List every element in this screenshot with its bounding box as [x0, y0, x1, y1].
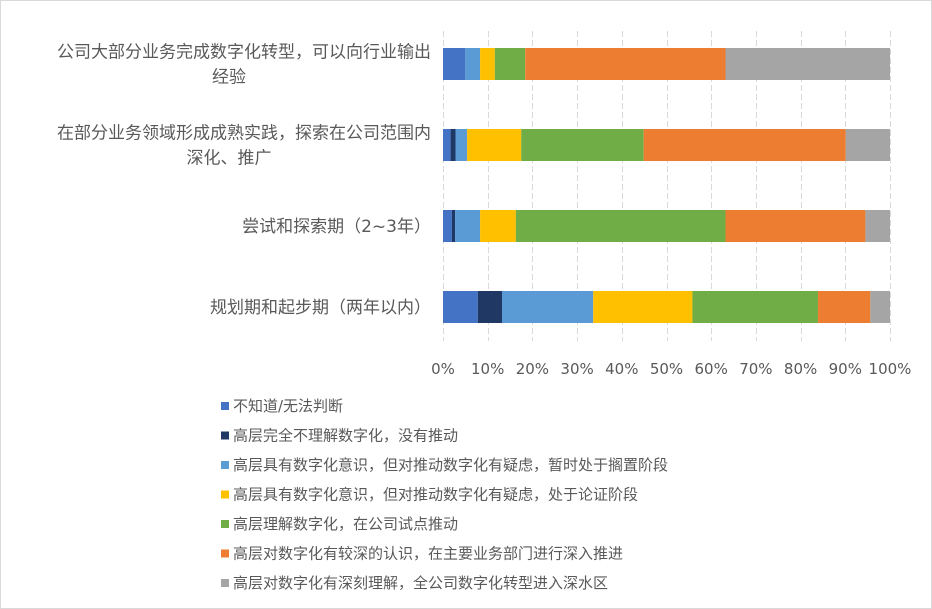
category-label-0-line-0: 公司大部分业务完成数字化转型，可以向行业输出 — [57, 43, 431, 63]
bar-segment-c1-s5 — [643, 129, 846, 161]
category-label-1-line-1: 深化、推广 — [187, 149, 272, 169]
bars — [443, 48, 890, 323]
legend-swatch-4 — [221, 520, 229, 528]
legend-item-2: 高层具有数字化意识，但对推动数字化有疑虑，暂时处于搁置阶段 — [221, 456, 668, 474]
legend-item-0: 不知道/无法判断 — [221, 397, 343, 415]
x-tick-label-1: 10% — [471, 360, 504, 378]
bar-segment-c3-s6 — [870, 291, 890, 323]
bar-segment-c0-s3 — [480, 48, 495, 80]
category-labels: 公司大部分业务完成数字化转型，可以向行业输出经验在部分业务领域形成成熟实践，探索… — [57, 43, 431, 319]
bar-segment-c2-s0 — [443, 210, 452, 242]
category-label-2-line-0: 尝试和探索期（2~3年） — [242, 217, 431, 237]
bar-segment-c1-s2 — [455, 129, 468, 161]
x-tick-label-8: 80% — [784, 360, 817, 378]
x-tick-label-3: 30% — [560, 360, 593, 378]
legend-item-5: 高层对数字化有较深的认识，在主要业务部门进行深入推进 — [221, 545, 623, 563]
legend-item-3: 高层具有数字化意识，但对推动数字化有疑虑，处于论证阶段 — [221, 486, 638, 504]
legend-label-0: 不知道/无法判断 — [233, 397, 343, 415]
legend-swatch-1 — [221, 431, 229, 440]
bar-segment-c2-s5 — [725, 210, 866, 242]
category-label-0-line-1: 经验 — [212, 68, 246, 88]
x-tick-label-6: 60% — [695, 360, 728, 378]
bar-segment-c1-s1 — [450, 129, 456, 161]
x-tick-label-4: 40% — [605, 360, 638, 378]
legend-label-3: 高层具有数字化意识，但对推动数字化有疑虑，处于论证阶段 — [233, 486, 638, 504]
bar-segment-c0-s4 — [494, 48, 526, 80]
bar-segment-c2-s4 — [515, 210, 726, 242]
legend-swatch-0 — [221, 402, 229, 410]
x-tick-label-7: 70% — [739, 360, 772, 378]
category-label-1-line-0: 在部分业务领域形成成熟实践，探索在公司范围内 — [57, 123, 431, 144]
bar-segment-c1-s6 — [845, 129, 890, 161]
legend-label-6: 高层对数字化有深刻理解，全公司数字化转型进入深水区 — [233, 574, 608, 592]
legend-label-1: 高层完全不理解数字化，没有推动 — [233, 427, 458, 445]
legend-swatch-6 — [221, 579, 229, 587]
bar-segment-c3-s1 — [477, 291, 503, 323]
bar-segment-c2-s1 — [451, 210, 456, 242]
legend-item-4: 高层理解数字化，在公司试点推动 — [221, 515, 458, 533]
gridlines — [443, 31, 891, 341]
x-axis-tick-labels: 0% 10% 20% 30% 40% 50% 60% 70% 80% 90% 100% — [431, 360, 911, 378]
legend-label-2: 高层具有数字化意识，但对推动数字化有疑虑，暂时处于搁置阶段 — [233, 456, 668, 474]
x-tick-label-2: 20% — [516, 360, 549, 378]
bar-segment-c0-s0 — [443, 48, 466, 80]
bar-segment-c3-s5 — [818, 291, 871, 323]
bar-segment-c3-s0 — [443, 291, 478, 323]
bar-segment-c0-s5 — [525, 48, 726, 80]
legend-swatch-3 — [221, 490, 229, 499]
legend-swatch-2 — [221, 461, 229, 469]
category-label-3-line-0: 规划期和起步期（两年以内） — [210, 298, 431, 318]
legend: 不知道/无法判断高层完全不理解数字化，没有推动高层具有数字化意识，但对推动数字化… — [221, 397, 668, 592]
bar-segment-c2-s6 — [865, 210, 890, 242]
bar-segment-c3-s3 — [593, 291, 693, 323]
x-tick-label-0: 0% — [431, 360, 455, 378]
bar-segment-c1-s0 — [443, 129, 451, 161]
x-tick-label-10: 100% — [869, 360, 912, 378]
legend-label-4: 高层理解数字化，在公司试点推动 — [233, 515, 458, 533]
bar-segment-c0-s2 — [465, 48, 481, 80]
x-tick-label-5: 50% — [650, 360, 683, 378]
bar-segment-c1-s3 — [467, 129, 522, 161]
bar-segment-c3-s2 — [502, 291, 594, 323]
bar-segment-c3-s4 — [692, 291, 819, 323]
bar-segment-c2-s3 — [480, 210, 516, 242]
x-tick-label-9: 90% — [829, 360, 862, 378]
bar-segment-c2-s2 — [455, 210, 481, 242]
bar-segment-c1-s4 — [521, 129, 644, 161]
legend-item-1: 高层完全不理解数字化，没有推动 — [221, 427, 458, 445]
bar-segment-c0-s6 — [725, 48, 890, 80]
legend-label-5: 高层对数字化有较深的认识，在主要业务部门进行深入推进 — [233, 545, 623, 563]
legend-swatch-5 — [221, 549, 229, 558]
legend-item-6: 高层对数字化有深刻理解，全公司数字化转型进入深水区 — [221, 574, 608, 592]
